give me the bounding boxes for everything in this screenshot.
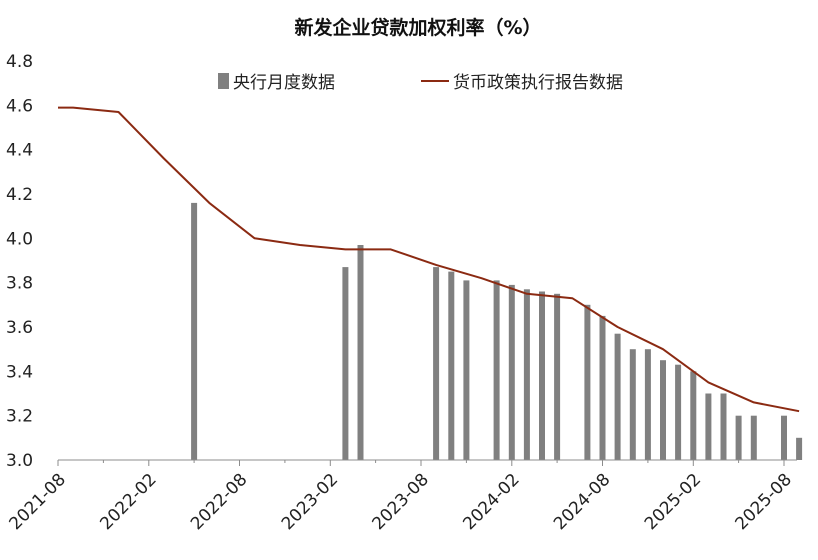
x-tick-label: 2022-08 — [187, 470, 251, 534]
bar — [796, 437, 803, 460]
y-axis: 3.0 3.2 3.4 3.6 3.8 4.0 4.2 4.4 4.6 4.8 — [6, 52, 33, 471]
bar — [629, 349, 636, 460]
legend-line-label: 货币政策执行报告数据 — [453, 73, 623, 93]
legend: 央行月度数据 货币政策执行报告数据 — [218, 73, 623, 93]
x-tick-label: 2025-08 — [732, 470, 796, 534]
x-tick-label: 2024-08 — [550, 470, 614, 534]
bar — [599, 315, 606, 460]
x-tick-label: 2021-08 — [6, 470, 70, 534]
legend-bar-label: 央行月度数据 — [233, 73, 335, 93]
bar — [191, 202, 198, 460]
bar — [660, 360, 666, 460]
bar — [675, 364, 682, 460]
y-tick-label: 3.0 — [6, 451, 33, 471]
chart-title: 新发企业贷款加权利率（%） — [294, 16, 541, 39]
bar — [644, 349, 651, 460]
bar — [523, 289, 530, 460]
bar — [705, 393, 712, 460]
legend-bar-swatch — [218, 73, 229, 89]
x-tick-label: 2022-02 — [96, 470, 160, 534]
y-tick-label: 3.8 — [6, 274, 33, 294]
y-tick-label: 3.4 — [6, 362, 33, 382]
bar — [554, 293, 561, 461]
y-tick-label: 4.6 — [6, 96, 33, 116]
x-tick-label: 2025-02 — [641, 470, 705, 534]
bar — [690, 371, 697, 460]
bar — [357, 245, 364, 460]
bar — [463, 280, 470, 460]
y-tick-label: 4.4 — [6, 141, 33, 161]
bar — [539, 291, 545, 460]
bar — [614, 333, 621, 460]
y-tick-label: 4.8 — [6, 52, 33, 72]
line-series — [58, 106, 800, 413]
y-tick-label: 4.0 — [6, 229, 33, 249]
x-tick-label: 2023-02 — [278, 470, 342, 534]
x-axis: 2021-08 2022-02 2022-08 2023-02 2023-08 2024-… — [6, 459, 797, 534]
bar — [584, 304, 591, 460]
y-tick-label: 3.2 — [6, 407, 33, 427]
x-tick-label: 2024-02 — [459, 470, 523, 534]
bar — [448, 271, 455, 460]
bar — [493, 280, 500, 460]
bar — [342, 267, 349, 460]
bar — [508, 284, 515, 460]
bar — [750, 415, 757, 460]
bar — [720, 393, 727, 460]
x-tick-label: 2023-08 — [369, 470, 433, 534]
line-series-group — [58, 106, 800, 413]
bar — [781, 415, 787, 460]
y-tick-label: 3.6 — [6, 318, 33, 338]
y-tick-label: 4.2 — [6, 185, 33, 205]
bar — [735, 415, 742, 460]
bar — [433, 267, 440, 460]
bar-series — [191, 202, 803, 461]
